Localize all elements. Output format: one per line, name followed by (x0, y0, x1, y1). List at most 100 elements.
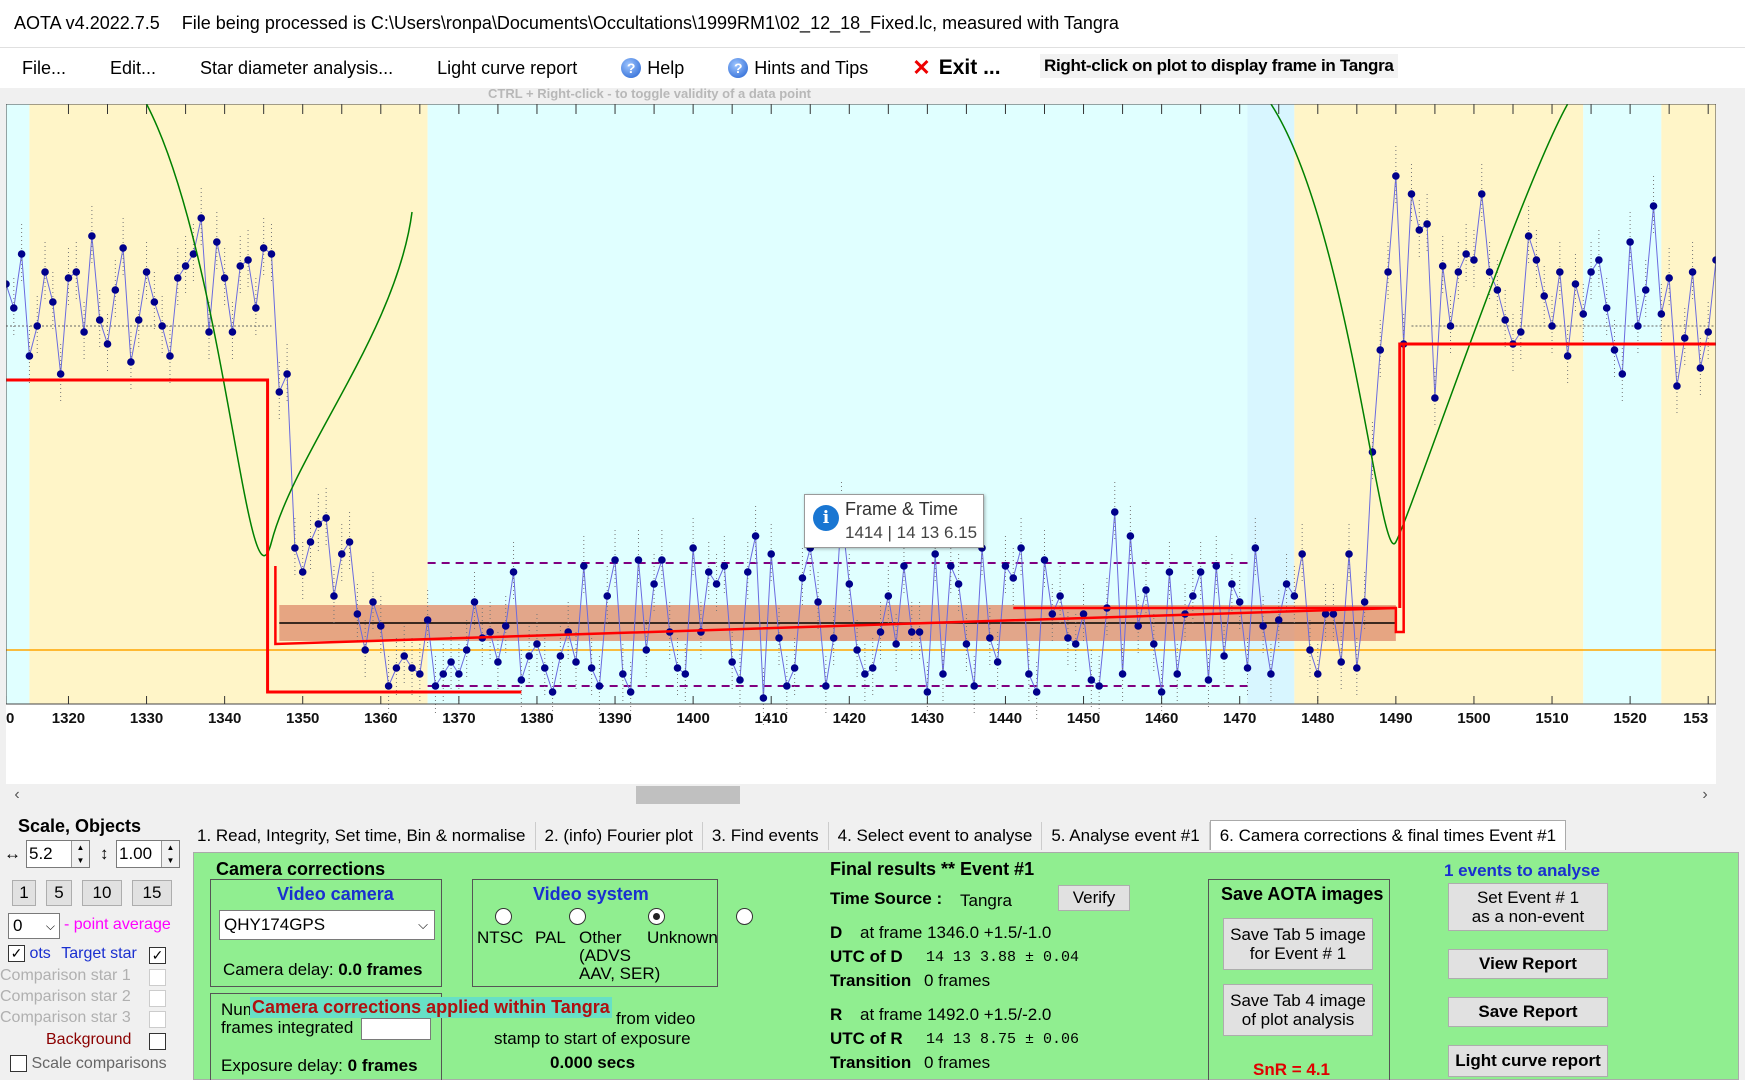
data-point (119, 244, 127, 252)
data-point (1438, 262, 1447, 270)
data-point (462, 646, 471, 654)
final-results-title: Final results ** Event #1 (830, 859, 1035, 879)
save-report-button[interactable]: Save Report (1448, 997, 1608, 1027)
menu-exit[interactable]: ✕ Exit ... (890, 48, 1022, 88)
scale-button-15[interactable]: 15 (132, 880, 172, 906)
r-transition-label: Transition (830, 1053, 912, 1072)
other-label: Other (579, 928, 622, 947)
scale-button-5[interactable]: 5 (46, 880, 72, 906)
vertical-scale-icon: ↕ (100, 844, 109, 863)
data-point (1095, 682, 1103, 690)
tab-find-events[interactable]: 3. Find events (703, 822, 829, 850)
x-tick-label: 1480 (1301, 710, 1334, 727)
model-curve-r-step (1013, 344, 1405, 634)
data-point (1298, 550, 1306, 558)
scale-comparisons-checkbox[interactable] (10, 1055, 27, 1073)
plot-zone (6, 104, 30, 704)
target-star-checkbox[interactable]: ✓ (149, 947, 166, 964)
scroll-right-icon[interactable]: › (1702, 786, 1708, 803)
data-point (103, 340, 112, 348)
chevron-down-icon: ⌵ (45, 919, 55, 933)
chevron-down-icon: ⌵ (418, 917, 428, 932)
data-point (1376, 346, 1385, 354)
data-point (1290, 592, 1299, 600)
save-tab4-button[interactable]: Save Tab 4 image of plot analysis (1223, 984, 1373, 1036)
menu-help[interactable]: ? Help (599, 48, 706, 88)
x-tick-label: 1370 (442, 710, 475, 727)
scale-button-10[interactable]: 10 (82, 880, 122, 906)
data-point (1329, 610, 1338, 618)
data-point (189, 250, 198, 258)
menu-file[interactable]: File... (22, 57, 67, 78)
spinner-arrows-icon[interactable]: ▲ ▼ (71, 841, 89, 867)
data-point (1064, 634, 1072, 642)
scroll-left-icon[interactable]: ‹ (14, 786, 20, 803)
data-point (626, 688, 635, 696)
comparison-1-checkbox[interactable] (149, 969, 166, 986)
scale-button-1[interactable]: 1 (12, 880, 36, 906)
data-point (1392, 172, 1400, 180)
horizontal-scale-spinner[interactable]: 5.2 ▲ ▼ (26, 840, 90, 868)
x-tick-label: 1470 (1223, 710, 1256, 727)
background-checkbox[interactable] (149, 1033, 166, 1050)
data-point (1641, 286, 1650, 294)
data-point (1173, 670, 1182, 678)
data-point (587, 664, 596, 672)
tab-analyse-event[interactable]: 5. Analyse event #1 (1042, 822, 1210, 850)
unknown-radio[interactable] (736, 908, 754, 925)
comparison-2-checkbox[interactable] (149, 990, 166, 1007)
data-point (681, 670, 690, 678)
menu-hints[interactable]: ? Hints and Tips (706, 48, 890, 88)
data-point (275, 388, 284, 396)
view-report-button[interactable]: View Report (1448, 949, 1608, 979)
camera-model-select[interactable]: QHY174GPS ⌵ (219, 910, 435, 940)
menu-light-curve-report[interactable]: Light curve report (437, 57, 578, 78)
data-point (751, 532, 760, 540)
vertical-scale-spinner[interactable]: 1.00 ▲ ▼ (116, 840, 180, 868)
data-point (1337, 658, 1346, 666)
data-point (361, 646, 369, 654)
light-curve-svg[interactable]: 0 1320 1330 1340 1350 1360 1370 1380 1390 1400 141… (6, 104, 1716, 784)
ntsc-radio[interactable] (495, 908, 512, 925)
tab-fourier-plot[interactable]: 2. (info) Fourier plot (536, 822, 703, 850)
data-point (1626, 238, 1634, 246)
frames-integrated-label-2: frames integrated (221, 1018, 354, 1037)
data-point (1142, 586, 1150, 594)
verify-button[interactable]: Verify (1058, 885, 1130, 911)
x-tick-label: 1410 (755, 710, 788, 727)
exposure-delay-label: Exposure delay: (221, 1056, 343, 1075)
frames-integrated-input[interactable] (361, 1018, 431, 1040)
set-non-event-button[interactable]: Set Event # 1 as a non-event (1448, 883, 1608, 931)
data-point (166, 352, 174, 360)
data-point (533, 640, 541, 648)
show-points-checkbox[interactable]: ✓ (8, 945, 25, 963)
data-point (1618, 370, 1627, 378)
data-point (1313, 670, 1322, 678)
light-curve-plot[interactable]: 0 1320 1330 1340 1350 1360 1370 1380 1390 1400 141… (6, 104, 1716, 784)
data-point (17, 250, 26, 258)
comparison-3-checkbox[interactable] (149, 1011, 166, 1028)
other-radio[interactable] (648, 908, 666, 925)
scroll-thumb[interactable] (636, 786, 740, 804)
pal-radio[interactable] (568, 908, 586, 925)
data-point (1454, 268, 1463, 276)
data-point (1282, 580, 1291, 588)
data-point (56, 370, 65, 378)
tab-select-event[interactable]: 4. Select event to analyse (829, 822, 1043, 850)
spinner-arrows-icon[interactable]: ▲ ▼ (161, 841, 179, 867)
save-tab5-button[interactable]: Save Tab 5 image for Event # 1 (1223, 918, 1373, 970)
data-point (400, 652, 409, 660)
data-point (6, 280, 10, 288)
scale-objects-panel: Scale, Objects ↔ 5.2 ▲ ▼ ↕ 1.00 ▲ ▼ 1 5 10… (0, 810, 185, 1080)
menu-edit[interactable]: Edit... (110, 57, 157, 78)
tab-read-integrity[interactable]: 1. Read, Integrity, Set time, Bin & norm… (188, 822, 536, 850)
data-point (1516, 328, 1525, 336)
frame-time-tooltip: i Frame & Time 1414 | 14 13 6.15 (804, 494, 984, 548)
tab-camera-corrections[interactable]: 6. Camera corrections & final times Even… (1209, 820, 1567, 850)
data-point (884, 592, 893, 600)
point-average-select[interactable]: 0 ⌵ (8, 913, 60, 939)
data-point (1017, 544, 1025, 552)
light-curve-report-button[interactable]: Light curve report (1448, 1045, 1608, 1077)
menu-star-diameter[interactable]: Star diameter analysis... (200, 57, 394, 78)
plot-horizontal-scrollbar[interactable]: ‹ › (6, 784, 1716, 806)
